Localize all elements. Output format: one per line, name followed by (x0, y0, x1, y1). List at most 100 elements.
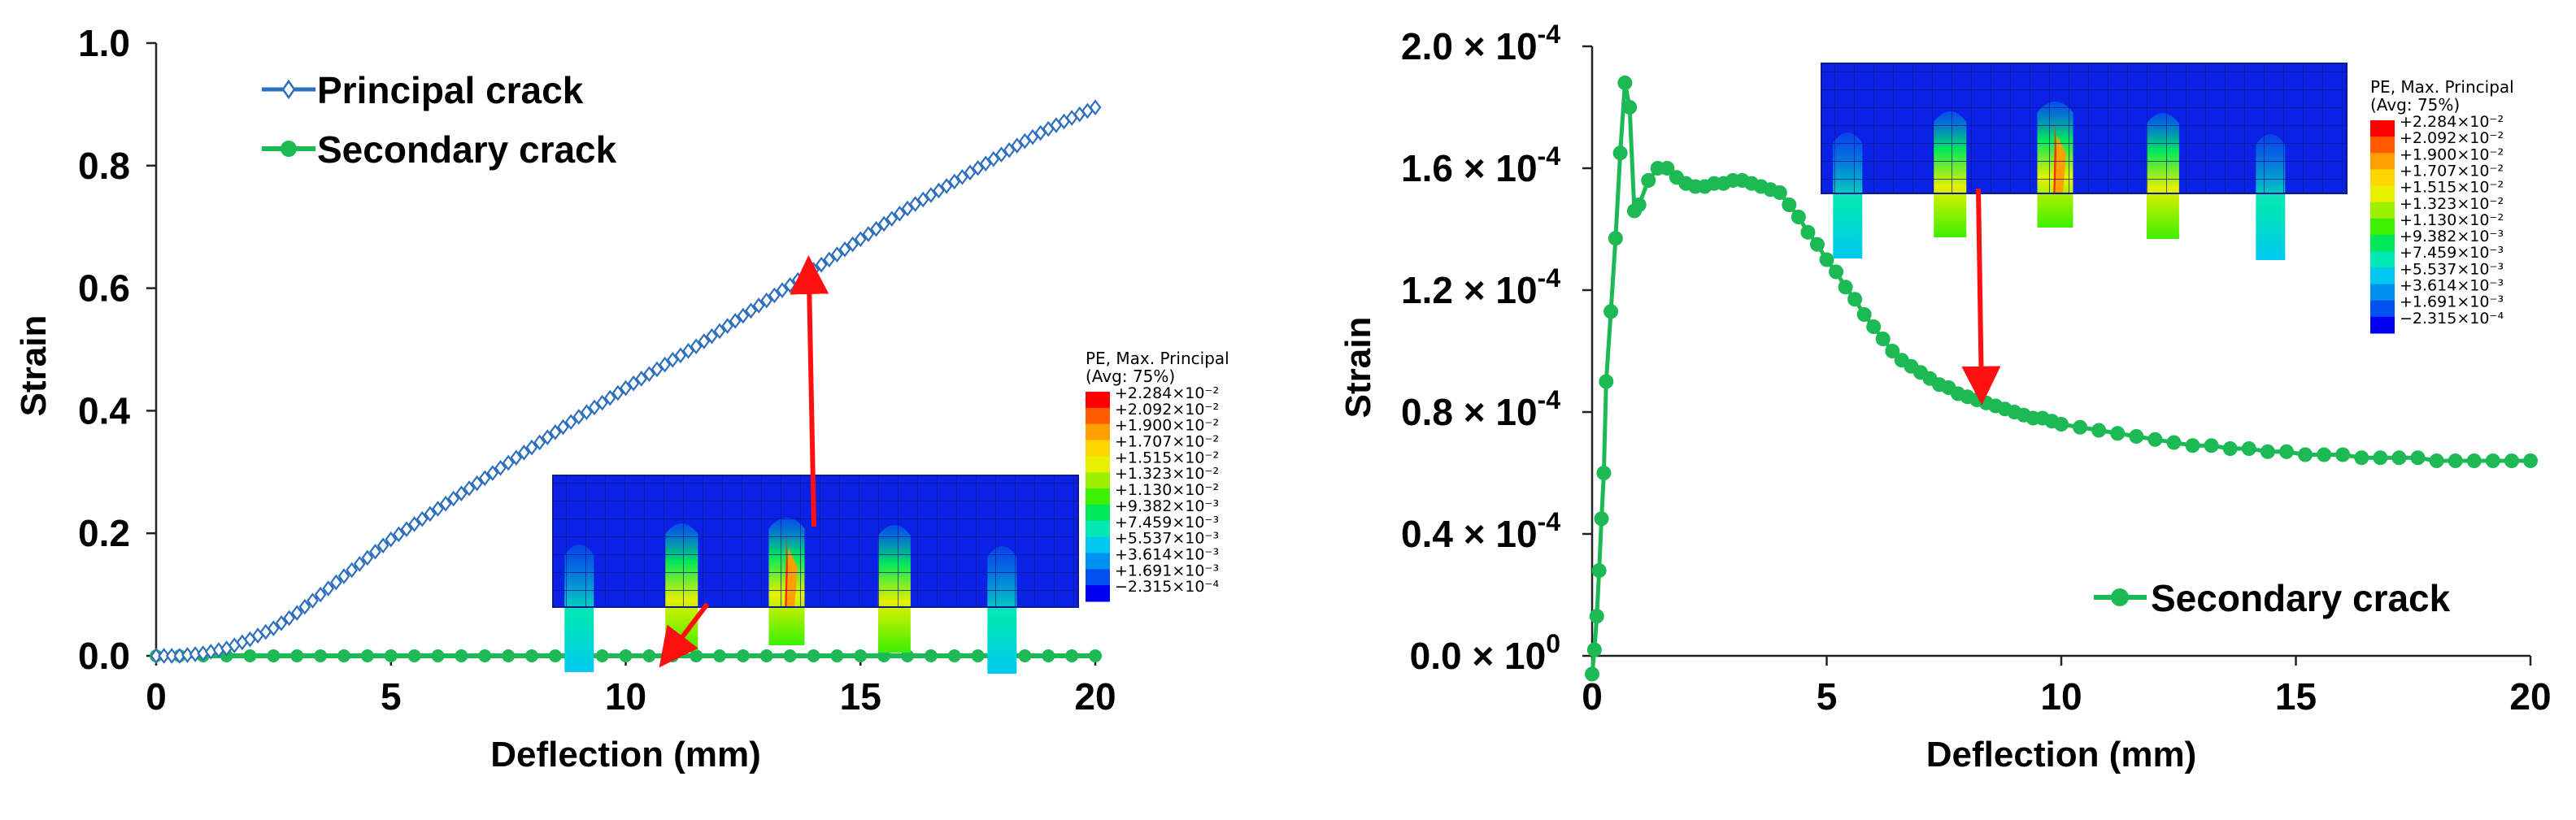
data-point-principal-crack (494, 459, 507, 476)
legend: Secondary crack (2094, 577, 2451, 619)
data-point-secondary-crack (455, 649, 468, 662)
data-point-secondary-crack (1586, 642, 1602, 657)
data-point-principal-crack (376, 537, 389, 554)
data-point-principal-crack (525, 439, 538, 456)
data-point-secondary-crack (807, 649, 820, 662)
data-point-principal-crack (346, 562, 358, 579)
data-point-principal-crack (268, 620, 280, 636)
data-point-secondary-crack (1772, 185, 1787, 200)
data-point-principal-crack (643, 366, 655, 382)
data-point-principal-crack (760, 292, 773, 309)
fe-mesh-border (552, 475, 1079, 608)
data-point-secondary-crack (2466, 453, 2482, 468)
data-point-principal-crack (940, 178, 953, 194)
data-point-principal-crack (330, 574, 342, 591)
data-point-principal-crack (1026, 128, 1039, 145)
data-point-principal-crack (603, 389, 616, 406)
data-point-principal-crack (596, 394, 608, 411)
data-point-secondary-crack (1829, 264, 1844, 280)
data-point-principal-crack (424, 505, 437, 523)
data-point-principal-crack (737, 307, 750, 324)
y-tick-exponent: 0 (1546, 629, 1560, 658)
data-point-secondary-crack (2129, 429, 2144, 444)
colorbar-swatch (1086, 569, 1110, 586)
x-tick-label: 10 (2040, 675, 2082, 718)
colorbar-label: +5.537×10⁻³ (2400, 260, 2504, 278)
data-point-secondary-crack (713, 649, 726, 662)
colorbar-swatch (2370, 137, 2395, 154)
data-point-secondary-crack (2429, 453, 2444, 468)
data-point-principal-crack (393, 526, 405, 543)
data-point-secondary-crack (2073, 419, 2088, 435)
data-point-secondary-crack (2054, 417, 2069, 432)
y-tick-exponent: -4 (1538, 507, 1561, 536)
colorbar-swatch (2370, 316, 2395, 334)
y-tick-label: 0.4 (78, 389, 130, 432)
data-point-principal-crack (729, 312, 742, 329)
colorbar-label: +1.707×10⁻² (1115, 433, 1219, 451)
y-axis-label: Strain (14, 315, 54, 417)
data-point-secondary-crack (971, 649, 985, 662)
data-point-secondary-crack (2485, 453, 2500, 468)
data-point-secondary-crack (2298, 447, 2313, 462)
data-point-principal-crack (158, 648, 170, 664)
data-point-principal-crack (627, 375, 640, 392)
y-tick-label: 0.8 × 10-4 (1401, 385, 1560, 433)
colorbar-swatch (1086, 504, 1110, 522)
colorbar-label: +1.707×10⁻² (2400, 162, 2504, 180)
y-tick-mantissa: 0.8 × 10 (1401, 391, 1538, 433)
fe-mesh-border (1821, 63, 2348, 194)
data-point-secondary-crack (337, 649, 350, 662)
data-point-principal-crack (307, 592, 319, 609)
data-point-principal-crack (150, 648, 163, 664)
data-point-secondary-crack (1856, 307, 1872, 322)
data-point-secondary-crack (783, 649, 797, 662)
data-point-principal-crack (298, 598, 311, 615)
y-tick-mantissa: 0.4 × 10 (1401, 513, 1538, 555)
fe-contour-inset (1821, 63, 2348, 260)
data-point-principal-crack (314, 586, 327, 603)
y-tick-mantissa: 1.2 × 10 (1401, 269, 1538, 311)
data-point-secondary-crack (1875, 332, 1891, 346)
colorbar-swatch (1086, 585, 1110, 602)
colorbar-label: +7.459×10⁻³ (1115, 514, 1219, 531)
data-point-secondary-crack (2504, 453, 2519, 468)
data-point-secondary-crack (1608, 231, 1623, 246)
data-point-secondary-crack (1641, 173, 1656, 188)
data-point-principal-crack (1019, 132, 1031, 150)
data-point-secondary-crack (243, 649, 257, 662)
colorbar-label: +2.284×10⁻² (1115, 384, 1219, 402)
data-point-secondary-crack (1819, 252, 1834, 267)
data-point-secondary-crack (1800, 224, 1816, 240)
colorbar-swatch (1086, 440, 1110, 457)
legend-marker-secondary-crack (281, 141, 297, 157)
colorbar-title: PE, Max. Principal (1086, 349, 1229, 368)
y-tick-exponent: -4 (1538, 141, 1561, 171)
data-point-secondary-crack (2166, 435, 2182, 450)
data-point-secondary-crack (830, 649, 844, 662)
data-point-principal-crack (416, 510, 429, 527)
x-tick-label: 15 (840, 675, 881, 718)
data-point-secondary-crack (642, 649, 656, 662)
y-tick-label: 0.4 × 10-4 (1401, 507, 1560, 555)
data-point-principal-crack (909, 196, 922, 212)
data-point-secondary-crack (525, 649, 538, 662)
data-point-principal-crack (518, 445, 530, 461)
data-point-principal-crack (400, 521, 413, 538)
annotation-arrow (790, 254, 829, 527)
y-tick-label: 0.0 (78, 635, 130, 677)
data-point-secondary-crack (360, 649, 374, 662)
y-tick-exponent: -4 (1538, 20, 1561, 49)
data-point-principal-crack (572, 409, 585, 425)
data-point-principal-crack (690, 338, 703, 355)
x-axis-label: Deflection (mm) (1926, 735, 2196, 774)
data-point-secondary-crack (1866, 319, 1882, 334)
colorbar-label: +5.537×10⁻³ (1115, 530, 1219, 548)
data-point-principal-crack (455, 485, 468, 502)
colorbar-label: +3.614×10⁻³ (1115, 545, 1219, 563)
colorbar-swatch (2370, 300, 2395, 318)
data-point-secondary-crack (1018, 649, 1032, 662)
data-point-principal-crack (283, 610, 295, 627)
data-point-principal-crack (408, 516, 420, 532)
data-point-principal-crack (447, 490, 460, 507)
